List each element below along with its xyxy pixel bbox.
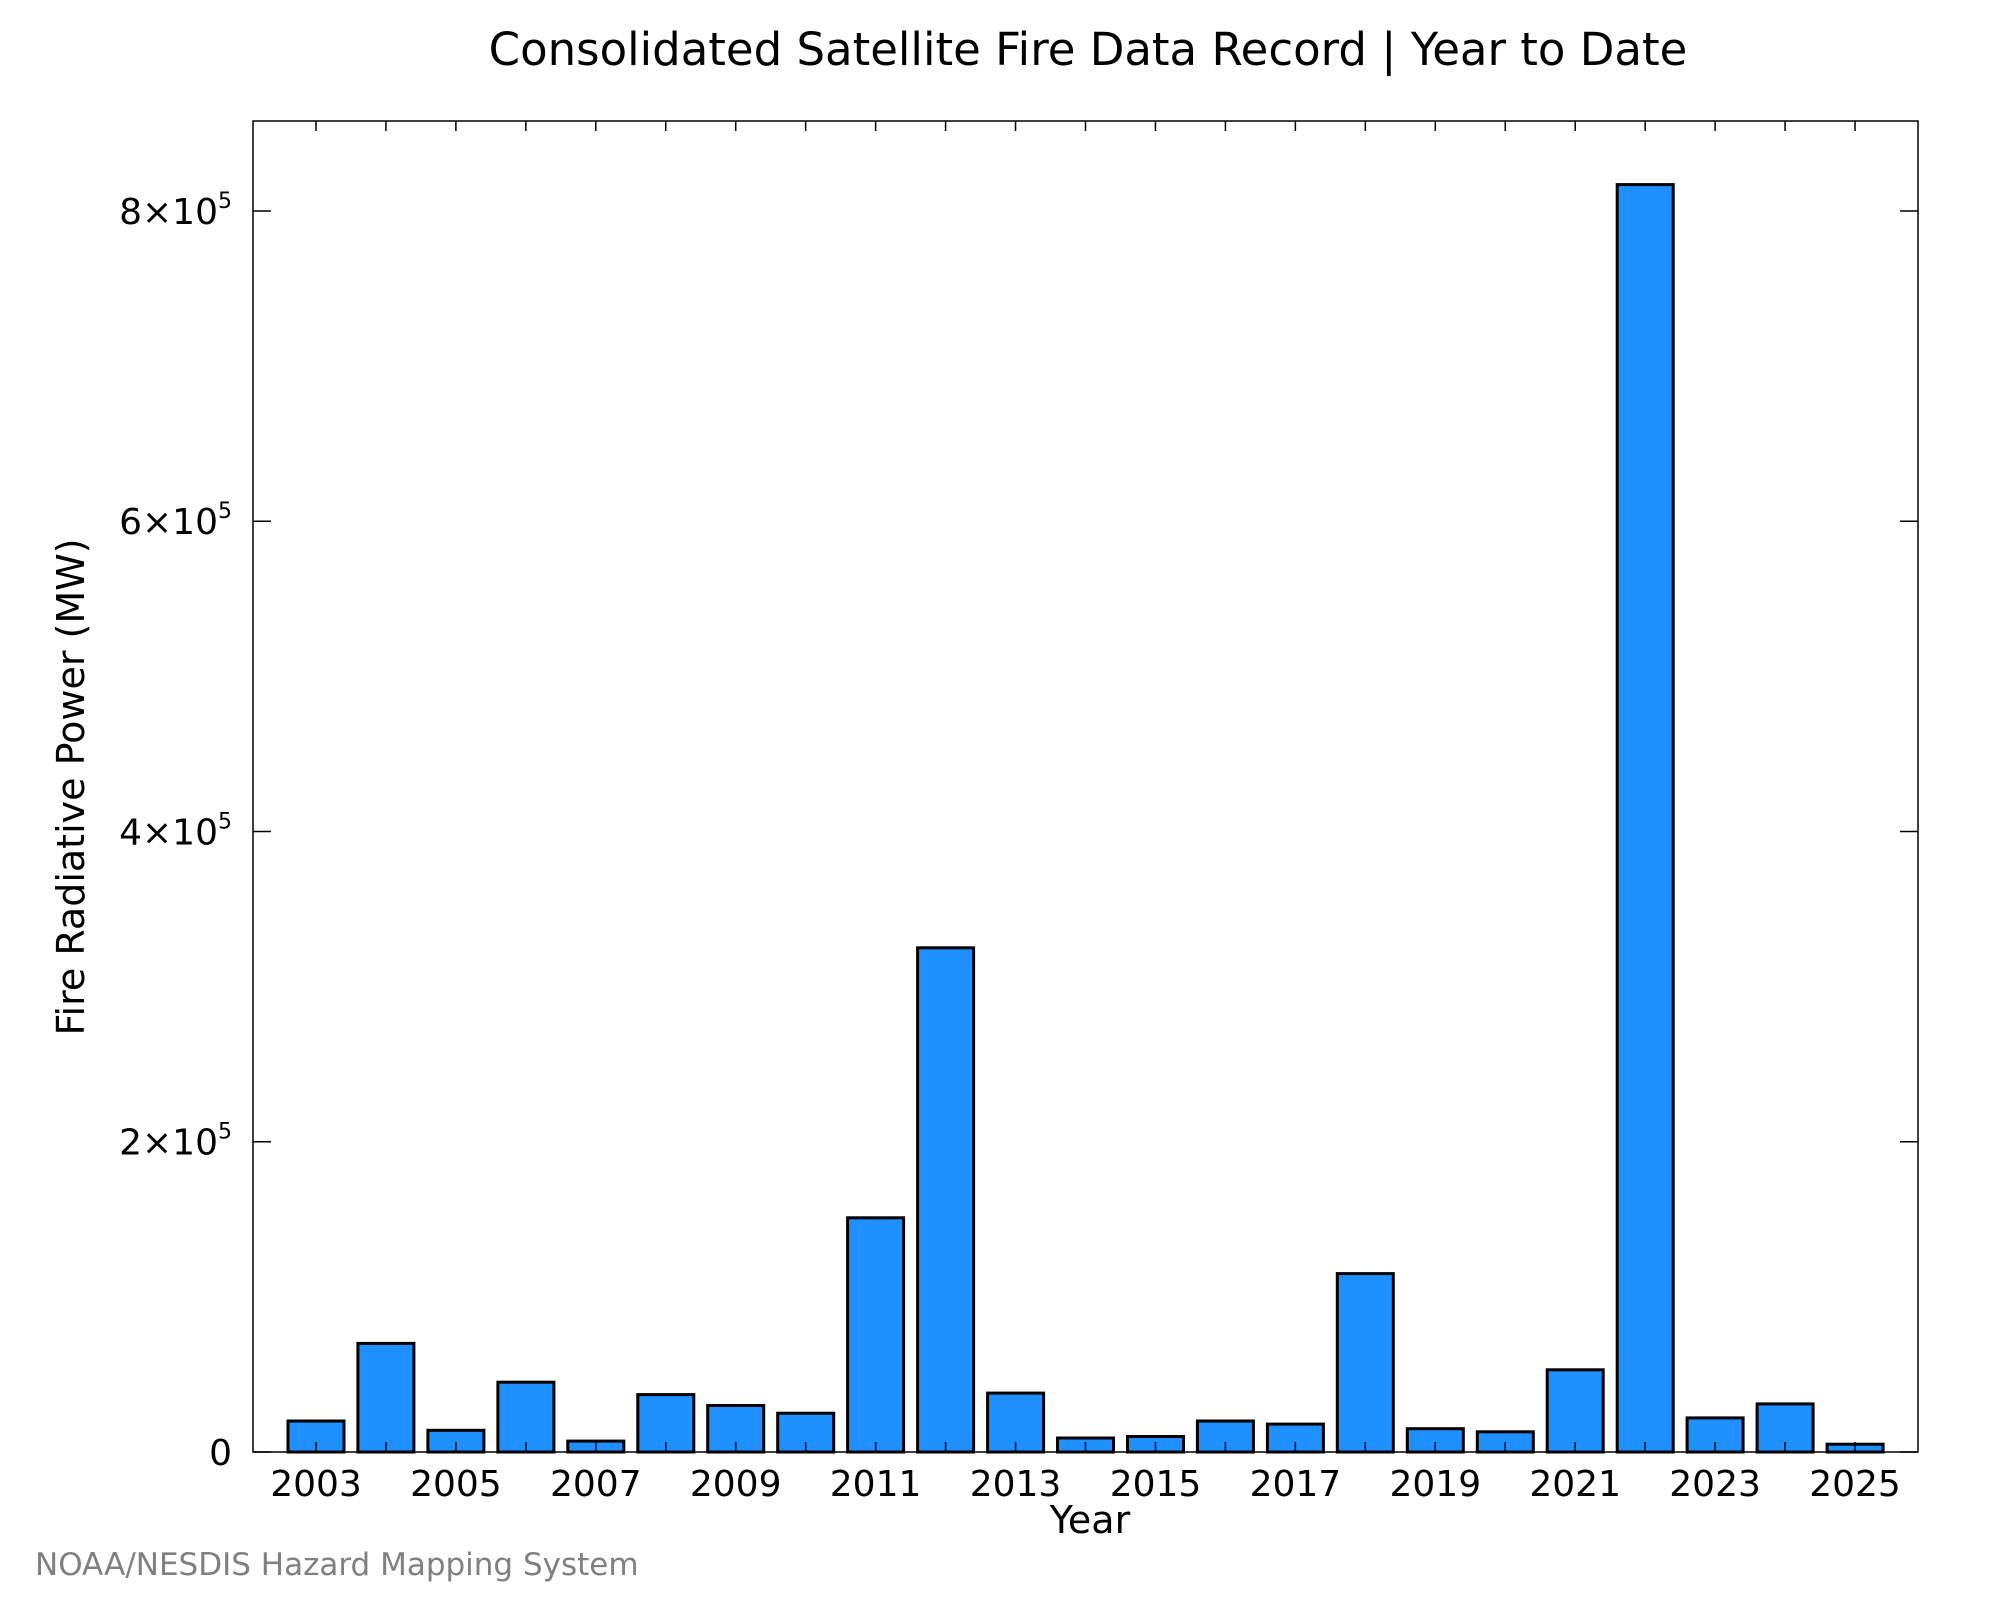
x-tick-label: 2023 (1669, 1464, 1761, 1505)
y-tick-label: 2×105 (119, 1120, 232, 1164)
x-tick-label: 2017 (1250, 1464, 1342, 1505)
x-tick-label: 2011 (830, 1464, 922, 1505)
x-axis-label: Year (1049, 1498, 1131, 1542)
bar-2004 (356, 1341, 416, 1454)
x-tick-label: 2015 (1110, 1464, 1202, 1505)
bar-2018 (1335, 1272, 1395, 1454)
plot-area: 2003 2005 2007 2009 2011 2013 2015 2017 2019 2021… (119, 120, 1919, 1505)
bar-2022 (1615, 183, 1675, 1454)
y-tick-label: 0 (209, 1433, 232, 1474)
x-tick-label: 2021 (1529, 1464, 1621, 1505)
chart-title: Consolidated Satellite Fire Data Record … (489, 23, 1688, 76)
y-tick-label: 4×105 (119, 810, 232, 854)
x-tick-label: 2003 (270, 1464, 362, 1505)
bar-2006 (496, 1380, 556, 1454)
bar-2012 (916, 946, 976, 1454)
x-tick-label: 2025 (1809, 1464, 1901, 1505)
credit-text: NOAA/NESDIS Hazard Mapping System (35, 1547, 639, 1583)
x-tick-label: 2007 (550, 1464, 642, 1505)
x-tick-label: 2013 (970, 1464, 1062, 1505)
x-tick-label: 2009 (690, 1464, 782, 1505)
bar-2021 (1545, 1368, 1605, 1454)
x-tick-label: 2005 (410, 1464, 502, 1505)
x-tick-label: 2019 (1389, 1464, 1481, 1505)
y-axis-label: Fire Radiative Power (MW) (49, 538, 93, 1035)
y-tick-label: 6×105 (119, 499, 232, 543)
bar-2023 (1685, 1416, 1745, 1454)
y-tick-label: 8×105 (119, 189, 232, 233)
bar-2011 (846, 1216, 906, 1454)
